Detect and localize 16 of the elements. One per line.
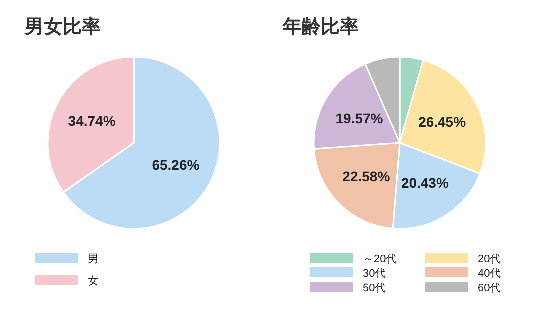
data-label: 19.57% bbox=[336, 110, 384, 127]
chart-title: 男女比率 bbox=[24, 16, 101, 38]
legend-label: 60代 bbox=[478, 282, 502, 294]
legend-label: 40代 bbox=[478, 268, 502, 280]
data-label: 65.26% bbox=[152, 156, 200, 173]
data-label: 26.45% bbox=[418, 114, 467, 130]
legend-label: 女 bbox=[88, 276, 99, 288]
legend-label: ～20代 bbox=[363, 254, 398, 266]
data-label: 34.74% bbox=[68, 113, 116, 130]
data-label: 22.58% bbox=[342, 168, 391, 184]
legend-label: 50代 bbox=[363, 282, 386, 294]
legend-label: 20代 bbox=[478, 254, 502, 266]
chart-title: 年齢比率 bbox=[282, 16, 359, 38]
legend-label: 30代 bbox=[363, 268, 386, 280]
legend-label: 男 bbox=[88, 254, 99, 266]
data-label: 20.43% bbox=[401, 175, 450, 192]
